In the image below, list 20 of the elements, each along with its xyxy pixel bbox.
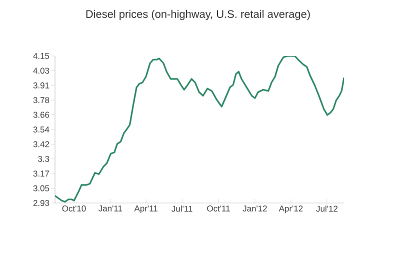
y-tick-label: 4.15 bbox=[33, 53, 50, 59]
y-tick-label: 3.78 bbox=[33, 97, 50, 104]
y-tick-label: 3.3 bbox=[38, 156, 50, 162]
y-tick-label: 3.42 bbox=[33, 141, 50, 148]
y-tick-label: 3.54 bbox=[33, 126, 50, 132]
y-tick-label: 2.93 bbox=[33, 200, 50, 206]
x-tick-label: Jul'11 bbox=[172, 206, 192, 212]
x-tick-label: Oct'11 bbox=[207, 206, 230, 212]
y-tick-label: 3.66 bbox=[33, 112, 50, 118]
chart-title: Diesel prices (on-highway, U.S. retail average) bbox=[86, 10, 310, 20]
x-tick-label: Jul'12 bbox=[316, 206, 338, 212]
x-tick-label: Jan'12 bbox=[242, 206, 267, 212]
y-tick-label: 3.17 bbox=[33, 170, 50, 177]
y-tick-label: 3.05 bbox=[33, 185, 50, 192]
y-tick-label: 3.91 bbox=[33, 82, 50, 88]
x-tick-label: Jan'11 bbox=[98, 206, 122, 212]
y-tick-label: 4.03 bbox=[33, 68, 50, 74]
x-tick-label: Apr'12 bbox=[278, 206, 303, 214]
x-tick-label: Oct'10 bbox=[62, 206, 86, 212]
x-tick-label: Apr'11 bbox=[134, 206, 158, 214]
